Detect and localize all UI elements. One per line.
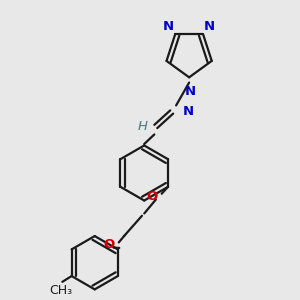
Text: N: N — [163, 20, 174, 33]
Text: H: H — [138, 120, 148, 133]
Text: N: N — [204, 20, 215, 33]
Text: N: N — [184, 85, 196, 98]
Text: O: O — [104, 238, 115, 251]
Text: CH₃: CH₃ — [49, 284, 73, 297]
Text: N: N — [182, 105, 194, 118]
Text: O: O — [147, 190, 158, 202]
